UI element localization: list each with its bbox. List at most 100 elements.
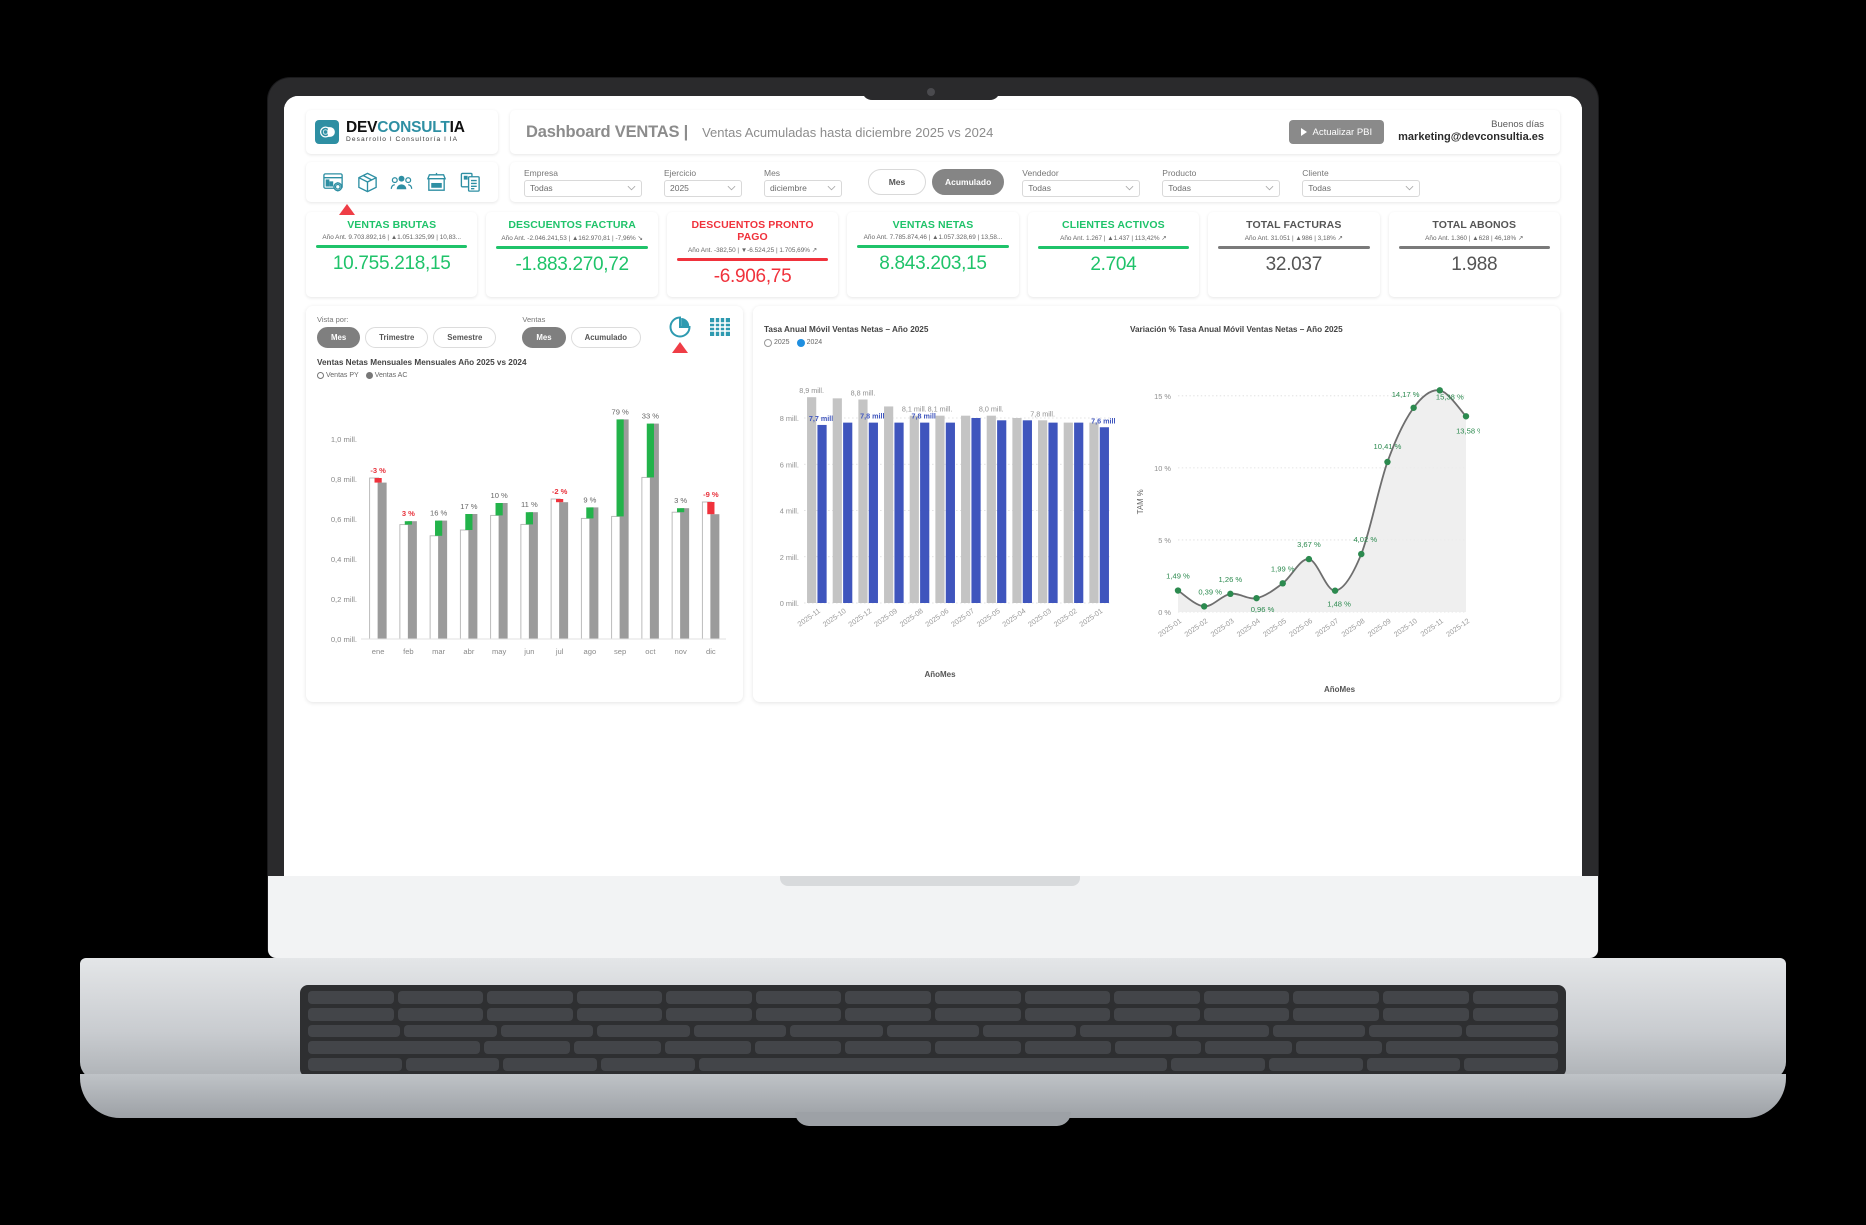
bar-ventas-ac[interactable] — [468, 513, 478, 639]
keyboard-key[interactable] — [666, 1007, 752, 1021]
data-point[interactable] — [1462, 412, 1470, 419]
bar-2025[interactable] — [858, 399, 868, 603]
bar-2025[interactable] — [807, 396, 817, 603]
bar-ventas-ac[interactable] — [438, 520, 448, 639]
bar-ventas-py[interactable] — [671, 511, 682, 639]
keyboard-key[interactable] — [574, 1041, 661, 1055]
bar-ventas-ac[interactable] — [649, 423, 659, 639]
bar-ventas-ac[interactable] — [680, 507, 690, 639]
bar-2024[interactable] — [817, 424, 827, 603]
bar-2025[interactable] — [884, 405, 894, 603]
keyboard-key[interactable] — [886, 1024, 980, 1038]
keyboard-key[interactable] — [1115, 1041, 1202, 1055]
data-point[interactable] — [1253, 594, 1260, 601]
data-point[interactable] — [1358, 550, 1365, 557]
bar-2024[interactable] — [997, 419, 1007, 603]
bar-2024[interactable] — [945, 422, 955, 603]
keyboard-key[interactable] — [935, 1007, 1021, 1021]
keyboard-key[interactable] — [1203, 991, 1290, 1004]
box-package-icon[interactable] — [356, 171, 379, 194]
bar-2025[interactable] — [1038, 419, 1048, 603]
bar-2025[interactable] — [1063, 422, 1073, 603]
keyboard-key[interactable] — [1472, 991, 1559, 1004]
keyboard-key[interactable] — [790, 1024, 883, 1038]
kpi-card[interactable]: DESCUENTOS PRONTO PAGO Año Ant. -382,50 |… — [666, 212, 839, 297]
data-point[interactable] — [1384, 458, 1391, 465]
data-point[interactable] — [1331, 586, 1339, 594]
keyboard-key[interactable] — [503, 1058, 598, 1071]
keyboard-key[interactable] — [1268, 1058, 1363, 1071]
keyboard-key[interactable] — [1295, 1041, 1382, 1055]
keyboard-key[interactable] — [397, 1007, 484, 1021]
period-acumulado-button[interactable]: Acumulado — [932, 169, 1005, 195]
chart-tasa-anual-movil[interactable]: 0 mill. 2 mill. 4 mill. 6 mill. 8 mill. 8,9 m… — [764, 347, 1116, 667]
refresh-pbi-button[interactable]: Actualizar PBI — [1289, 120, 1385, 144]
people-group-icon[interactable] — [390, 171, 413, 194]
keyboard-key[interactable] — [1464, 1058, 1558, 1071]
keyboard-key[interactable] — [405, 1058, 500, 1071]
bar-2025[interactable] — [935, 415, 945, 603]
bar-2025[interactable] — [961, 415, 971, 603]
bar-ventas-py[interactable] — [611, 515, 622, 639]
keyboard-key[interactable] — [397, 991, 484, 1004]
keyboard-key[interactable] — [1293, 991, 1379, 1004]
bar-2024[interactable] — [843, 422, 853, 603]
keyboard-key[interactable] — [664, 1041, 751, 1055]
data-point[interactable] — [1279, 579, 1286, 587]
bar-ventas-ac[interactable] — [377, 482, 387, 639]
bar-2025[interactable] — [909, 415, 919, 603]
bar-2024[interactable] — [894, 422, 904, 603]
bar-ventas-py[interactable] — [459, 529, 470, 639]
documents-icon[interactable] — [459, 171, 482, 194]
kpi-card[interactable]: DESCUENTOS FACTURA Año Ant. -2.046.241,53… — [486, 212, 658, 297]
bar-2024[interactable] — [920, 422, 930, 603]
bar-ventas-ac[interactable] — [407, 520, 417, 639]
keyboard-key[interactable] — [1369, 1024, 1462, 1038]
ventas-mes-button[interactable]: Mes — [522, 326, 566, 348]
bar-2025[interactable] — [832, 397, 842, 603]
bar-ventas-py[interactable] — [490, 514, 501, 639]
data-point[interactable] — [1200, 602, 1208, 610]
keyboard-key[interactable] — [754, 1041, 841, 1055]
bar-ventas-py[interactable] — [520, 523, 531, 639]
keyboard-key[interactable] — [1272, 1024, 1366, 1038]
keyboard-key[interactable] — [934, 1041, 1022, 1055]
keyboard-key[interactable] — [601, 1058, 695, 1071]
bar-2024[interactable] — [971, 417, 981, 603]
filter-empresa-select[interactable]: Todas — [524, 179, 642, 197]
bar-ventas-py[interactable] — [550, 498, 561, 639]
matrix-table-icon[interactable] — [708, 315, 732, 339]
chart-ventas-netas-mensuales[interactable]: 0,0 mill. 0,2 mill. 0,4 mill. 0,6 mill. 0,8 … — [317, 379, 732, 661]
filter-ejercicio-select[interactable]: 2025 — [664, 179, 742, 197]
bar-2024[interactable] — [1074, 422, 1084, 603]
dashboard-settings-icon[interactable] — [322, 171, 345, 194]
bar-2025[interactable] — [1012, 417, 1022, 603]
data-point[interactable] — [1227, 590, 1234, 597]
keyboard-key[interactable] — [1203, 1007, 1290, 1021]
keyboard-key[interactable] — [576, 1007, 663, 1021]
bar-2024[interactable] — [1099, 426, 1109, 603]
keyboard-key[interactable] — [845, 1007, 932, 1021]
ventas-acumulado-button[interactable]: Acumulado — [570, 326, 642, 348]
keyboard-key[interactable] — [844, 1041, 931, 1055]
keyboard-key[interactable] — [1293, 1007, 1379, 1021]
keyboard-key[interactable] — [1024, 1007, 1111, 1021]
keyboard-key[interactable] — [983, 1024, 1076, 1038]
keyboard-key[interactable] — [1024, 991, 1111, 1004]
keyboard-key[interactable] — [484, 1041, 571, 1055]
kpi-card[interactable]: CLIENTES ACTIVOS Año Ant. 1.267 | ▲1.437 … — [1027, 212, 1200, 297]
keyboard-key[interactable] — [1171, 1058, 1265, 1071]
legend-marker-ventas-ac[interactable] — [365, 371, 373, 379]
bar-ventas-ac[interactable] — [619, 418, 629, 639]
data-point[interactable] — [1410, 404, 1417, 411]
data-point[interactable] — [1174, 586, 1182, 594]
bar-2024[interactable] — [1022, 419, 1032, 603]
kpi-card[interactable]: TOTAL ABONOS Año Ant. 1.360 | ▲628 | 46,1… — [1388, 212, 1560, 297]
keyboard-key[interactable] — [755, 991, 842, 1004]
bar-ventas-ac[interactable] — [498, 502, 508, 639]
keyboard-key[interactable] — [597, 1024, 690, 1038]
keyboard-key[interactable] — [1205, 1041, 1292, 1055]
vista-trimestre-button[interactable]: Trimestre — [365, 326, 429, 348]
bar-ventas-py[interactable] — [399, 523, 410, 639]
legend-marker-ventas-py[interactable] — [317, 371, 324, 379]
